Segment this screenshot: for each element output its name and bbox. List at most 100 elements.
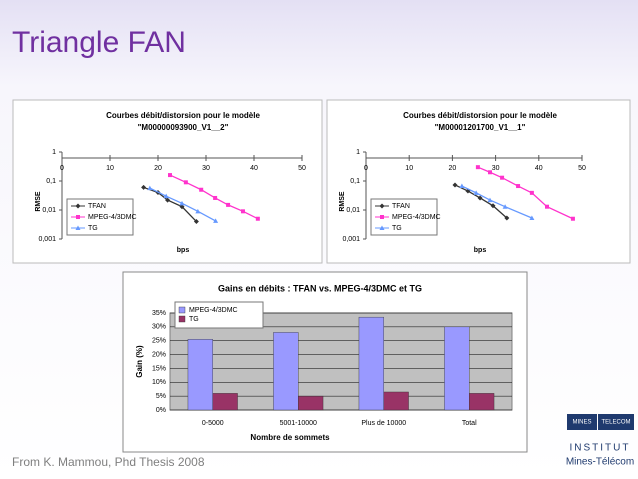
bar	[444, 326, 470, 411]
y-tick-label: 15%	[152, 365, 166, 372]
x-tick-label: 5001-10000	[280, 420, 317, 427]
marker	[179, 204, 185, 210]
bar	[383, 391, 409, 411]
marker	[226, 202, 231, 207]
legend-label: TG	[189, 316, 199, 323]
legend-label: TG	[392, 225, 402, 232]
y-tick-label: 1	[52, 149, 56, 156]
marker	[199, 187, 204, 192]
y-tick-label: 0,1	[46, 178, 56, 185]
x-tick-label: 20	[154, 165, 162, 172]
x-tick-label: 40	[535, 165, 543, 172]
marker	[490, 203, 496, 209]
x-tick-label: 10	[106, 165, 114, 172]
marker	[183, 180, 188, 185]
y-tick-label: 0,001	[38, 236, 56, 243]
x-axis-label: Nombre de sommets	[250, 433, 330, 442]
legend-label: MPEG-4/3DMC	[392, 214, 441, 221]
legend-swatch	[178, 315, 186, 323]
marker	[570, 216, 575, 221]
x-tick-label: Total	[462, 420, 477, 427]
chart-subtitle: "M00001201700_V1__1"	[435, 123, 526, 132]
marker	[168, 173, 172, 178]
y-tick-label: 35%	[152, 310, 166, 317]
x-tick-label: 10	[405, 165, 413, 172]
chart-subtitle: "M00000093900_V1__2"	[138, 123, 229, 132]
legend-label: TFAN	[88, 203, 106, 210]
marker	[475, 165, 480, 170]
marker	[165, 197, 171, 203]
x-tick-label: 30	[492, 165, 500, 172]
marker	[487, 197, 493, 203]
bar	[358, 316, 384, 411]
x-tick-label: 50	[578, 165, 586, 172]
marker	[545, 204, 550, 209]
x-tick-label: 20	[449, 165, 457, 172]
y-tick-label: 25%	[152, 338, 166, 345]
marker	[529, 215, 535, 220]
marker	[75, 225, 81, 230]
x-tick-label: 40	[250, 165, 258, 172]
chart-title: Gains en débits : TFAN vs. MPEG-4/3DMC e…	[218, 283, 422, 293]
bar	[469, 393, 495, 411]
panel	[326, 99, 631, 264]
y-tick-label: 0,01	[346, 207, 360, 214]
chart-title: Courbes débit/distorsion pour le modèle	[106, 111, 260, 120]
y-axis-label: Gain (%)	[135, 345, 144, 378]
marker	[459, 183, 465, 189]
bar	[187, 339, 213, 411]
marker	[147, 185, 153, 191]
marker	[213, 195, 218, 200]
legend-label: MPEG-4/3DMC	[189, 307, 238, 314]
y-axis-label: RMSE	[35, 191, 42, 212]
x-tick-label: 0	[60, 165, 64, 172]
x-axis-label: bps	[177, 247, 190, 254]
marker	[141, 184, 147, 190]
y-tick-label: 1	[356, 149, 360, 156]
marker	[179, 200, 185, 206]
y-tick-label: 30%	[152, 324, 166, 331]
y-tick-label: 5%	[156, 393, 166, 400]
marker	[516, 184, 521, 189]
marker	[502, 204, 508, 209]
logo-text: Mines-Télécom	[566, 457, 634, 468]
x-tick-label: Plus de 10000	[361, 420, 406, 427]
y-axis-label: RMSE	[339, 191, 346, 212]
logo-text: INSTITUT	[570, 443, 631, 454]
marker	[487, 170, 492, 175]
marker	[452, 182, 458, 188]
logo: MINES TELECOM INSTITUT Mines-Télécom	[566, 414, 634, 468]
legend-label: MPEG-4/3DMC	[88, 214, 137, 221]
marker	[240, 209, 245, 214]
x-tick-label: 50	[298, 165, 306, 172]
legend-swatch	[178, 306, 186, 314]
marker	[380, 215, 384, 219]
legend-label: TFAN	[392, 203, 410, 210]
panel	[12, 99, 323, 264]
marker	[500, 175, 505, 180]
marker	[76, 215, 80, 219]
logo-block	[598, 414, 634, 430]
x-tick-label: 30	[202, 165, 210, 172]
slide-title: Triangle FAN	[12, 26, 186, 59]
bar	[273, 332, 299, 411]
y-tick-label: 0%	[156, 407, 166, 414]
logo-text: TELECOM	[601, 420, 630, 426]
bar	[212, 393, 238, 411]
marker	[379, 203, 385, 209]
marker	[75, 203, 81, 209]
y-tick-label: 10%	[152, 379, 166, 386]
y-tick-label: 0,001	[342, 236, 360, 243]
marker	[529, 190, 534, 195]
legend-label: TG	[88, 225, 98, 232]
y-tick-label: 20%	[152, 351, 166, 358]
marker	[379, 225, 385, 230]
marker	[163, 193, 169, 199]
footer: From K. Mammou, Phd Thesis 2008	[12, 455, 205, 469]
legend-box	[174, 301, 264, 329]
chart-title: Courbes débit/distorsion pour le modèle	[403, 111, 557, 120]
x-tick-label: 0	[364, 165, 368, 172]
marker	[255, 216, 260, 221]
marker	[213, 218, 219, 223]
